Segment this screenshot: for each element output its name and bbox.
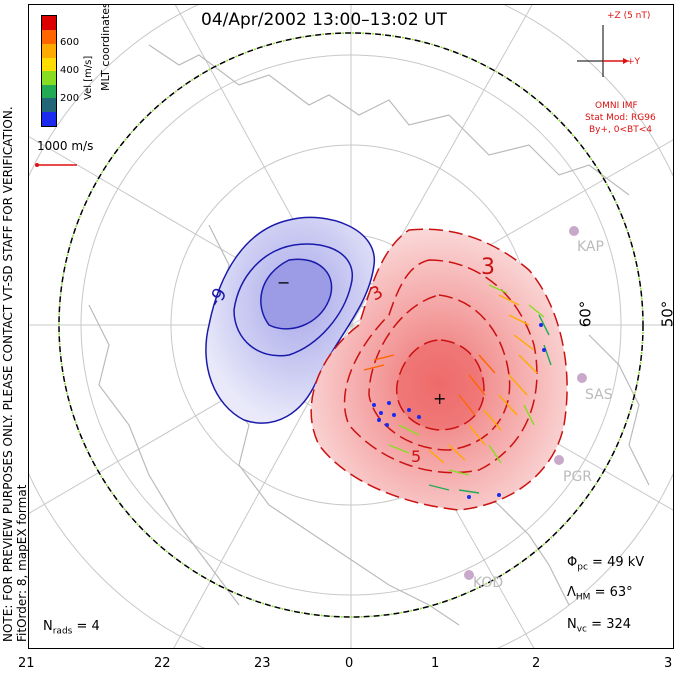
positive-maximum-marker: + xyxy=(433,389,447,408)
n-rads-value: 4 xyxy=(91,619,100,634)
n-vc-symbol: Nvc = xyxy=(567,617,607,635)
plot-title: 04/Apr/2002 13:00–13:02 UT xyxy=(201,10,447,30)
imf-model: Stat Mod: RG96 xyxy=(585,113,656,123)
stat-lambda-hm: ΛHM = 63° xyxy=(567,585,633,603)
imf-scale-label: +Z (5 nT) xyxy=(607,11,651,21)
mlt-tick-22: 22 xyxy=(154,656,171,671)
mlt-tick-2: 2 xyxy=(532,656,541,671)
radar-label-kod: KOD xyxy=(473,575,504,591)
mlt-tick-21: 21 xyxy=(18,656,35,671)
fit-order-note: FitOrder: 8, mapEX format xyxy=(15,484,29,642)
phi-pc-symbol: Φpc = xyxy=(567,555,608,573)
map-plot-frame: 04/Apr/2002 13:00–13:02 UT +Z (5 nT) +Y … xyxy=(28,4,674,649)
velocity-colorbar xyxy=(41,15,57,127)
n-rads-symbol: Nrads = xyxy=(43,619,92,637)
polar-map xyxy=(29,5,673,648)
preview-note: NOTE: FOR PREVIEW PURPOSES ONLY. PLEASE … xyxy=(1,106,15,642)
mlt-tick-3: 3 xyxy=(664,656,673,671)
stat-n-rads: Nrads = 4 xyxy=(43,619,100,637)
positive-contour-label: 3 xyxy=(481,255,495,280)
phi-pc-value: 49 kV xyxy=(607,555,645,570)
stat-n-vc: Nvc = 324 xyxy=(567,617,631,635)
latitude-label-60: 60° xyxy=(576,300,595,328)
coordinates-label: MLT coordinates xyxy=(99,4,112,91)
positive-near-label: 5 xyxy=(411,447,422,466)
colorbar-title: Vel [m/s] xyxy=(83,55,94,100)
latitude-label-50: 50° xyxy=(658,300,674,328)
mlt-tick-0: 0 xyxy=(345,656,354,671)
imf-source: OMNI IMF xyxy=(595,101,638,111)
mlt-tick-23: 23 xyxy=(254,656,271,671)
imf-condition: By+, 0<BT<4 xyxy=(589,125,652,135)
imf-clock xyxy=(577,25,629,77)
mlt-tick-1: 1 xyxy=(431,656,440,671)
lambda-hm-symbol: ΛHM = xyxy=(567,585,610,603)
imf-y-label: +Y xyxy=(627,57,641,67)
colorbar-tick-600: 600 xyxy=(60,37,80,48)
radar-label-kap: KAP xyxy=(577,239,604,255)
vector-scale-label: 1000 m/s xyxy=(37,139,94,153)
colorbar-tick-200: 200 xyxy=(60,93,80,104)
radar-sites xyxy=(464,226,587,580)
lambda-hm-value: 63° xyxy=(609,585,633,600)
velocity-vectors xyxy=(363,284,552,499)
convection-boundary xyxy=(58,32,644,618)
negative-potential-cell xyxy=(205,216,375,424)
radar-label-pgr: PGR xyxy=(563,469,593,485)
n-vc-value: 324 xyxy=(606,617,632,632)
radar-label-sas: SAS xyxy=(585,387,613,403)
negative-minimum-marker: − xyxy=(277,273,291,292)
stat-phi-pc: Φpc = 49 kV xyxy=(567,555,644,573)
colorbar-tick-400: 400 xyxy=(60,65,80,76)
positive-potential-cell xyxy=(310,228,568,511)
